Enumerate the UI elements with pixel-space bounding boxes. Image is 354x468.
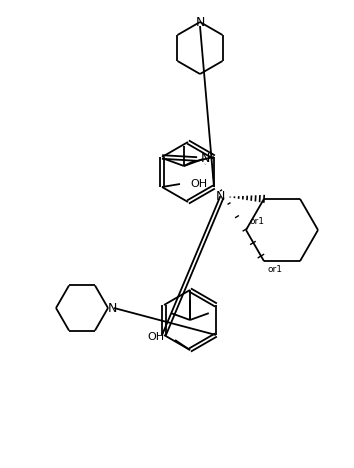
Text: N: N	[200, 153, 210, 166]
Text: N: N	[215, 190, 225, 203]
Text: N: N	[195, 15, 205, 29]
Text: or1: or1	[250, 218, 265, 227]
Text: OH: OH	[148, 332, 165, 342]
Text: OH: OH	[190, 179, 207, 189]
Text: N: N	[107, 301, 117, 314]
Text: or1: or1	[268, 265, 283, 274]
